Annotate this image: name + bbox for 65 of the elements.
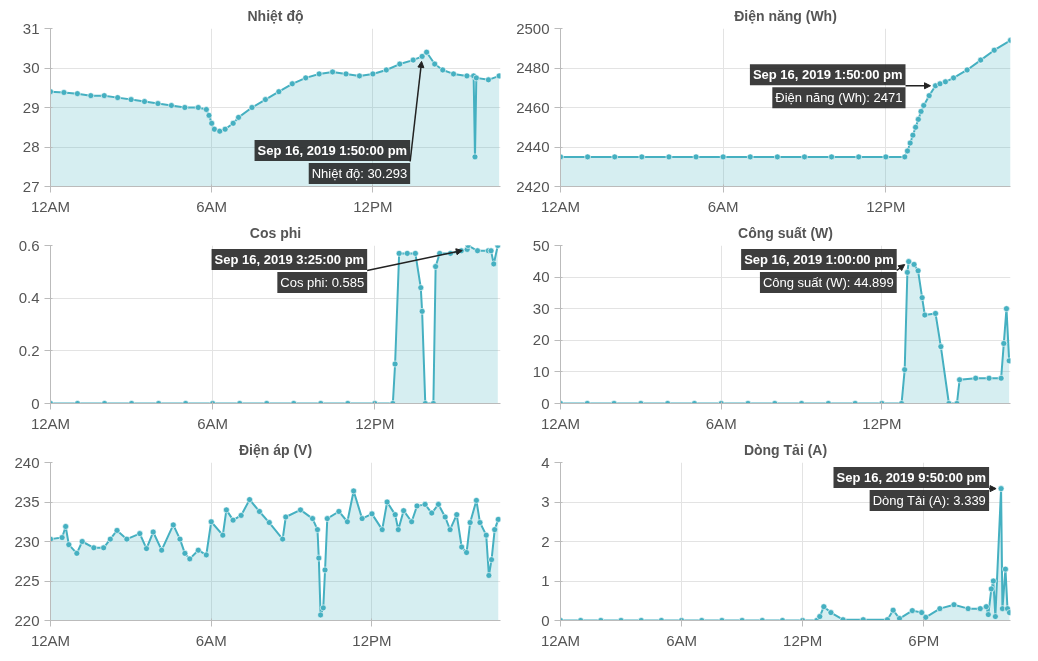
x-tick-label: 6AM <box>705 414 737 432</box>
y-tick-label: 4 <box>541 453 550 471</box>
y-tick-label: 2500 <box>516 19 550 37</box>
chart-title: Công suất (W) <box>738 224 833 241</box>
chart-title: Nhiệt độ <box>247 7 304 24</box>
y-tick-label: 2440 <box>516 138 550 155</box>
y-tick-label: 0 <box>541 394 550 412</box>
y-tick-label: 2 <box>541 532 550 550</box>
annotation: Sep 16, 2019 1:50:00 pm <box>257 143 408 158</box>
y-tick-label: 0 <box>541 611 550 629</box>
x-tick-label: 12AM <box>30 197 71 215</box>
y-tick-label: 20 <box>532 331 550 349</box>
annotation: Dòng Tải (A): 3.339 <box>872 493 986 509</box>
y-tick-label: 2460 <box>516 98 550 116</box>
y-tick-label: 0.2 <box>18 341 40 359</box>
annotation: Sep 16, 2019 1:00:00 pm <box>744 252 894 267</box>
x-tick-label: 12PM <box>866 197 906 215</box>
x-tick-label: 12PM <box>352 631 392 649</box>
x-tick-label: 12AM <box>540 197 581 215</box>
annotation: Điện năng (Wh): 2471 <box>775 90 903 106</box>
y-tick-label: 0.4 <box>18 289 40 307</box>
x-tick-label: 12PM <box>355 414 395 432</box>
y-tick-label: 1 <box>541 572 550 589</box>
y-tick-label: 230 <box>14 532 40 550</box>
y-tick-label: 40 <box>532 268 550 286</box>
y-tick-label: 240 <box>14 453 40 471</box>
x-tick-label: 12PM <box>353 197 393 215</box>
y-tick-label: 220 <box>14 611 40 629</box>
x-tick-label: 6AM <box>707 197 739 215</box>
y-tick-label: 225 <box>14 572 40 589</box>
annotation: Cos phi: 0.585 <box>280 275 365 290</box>
x-tick-label: 12AM <box>540 631 581 649</box>
y-tick-label: 31 <box>22 19 40 37</box>
x-tick-label: 6AM <box>195 631 227 649</box>
x-tick-label: 12AM <box>540 414 581 432</box>
y-tick-label: 0 <box>31 394 40 412</box>
y-tick-label: 28 <box>22 138 40 155</box>
y-tick-label: 30 <box>22 59 40 76</box>
x-tick-label: 6AM <box>197 414 229 432</box>
x-tick-label: 6AM <box>196 197 228 215</box>
y-tick-label: 2420 <box>516 177 550 195</box>
annotation: Sep 16, 2019 9:50:00 pm <box>836 470 987 486</box>
x-tick-label: 6AM <box>666 631 697 649</box>
y-tick-label: 2480 <box>516 59 550 76</box>
y-tick-label: 10 <box>532 362 550 380</box>
chart-title: Dòng Tải (A) <box>743 441 828 458</box>
y-tick-label: 30 <box>532 299 550 317</box>
annotation: Công suất (W): 44.899 <box>762 275 894 290</box>
x-tick-label: 12PM <box>862 414 902 432</box>
y-tick-label: 0.6 <box>18 236 40 254</box>
annotation: Sep 16, 2019 3:25:00 pm <box>214 252 365 267</box>
x-tick-label: 12AM <box>30 414 71 432</box>
annotation: Sep 16, 2019 1:50:00 pm <box>752 67 903 83</box>
chart-title: Điện áp (V) <box>238 441 313 458</box>
x-tick-label: 6PM <box>908 631 940 649</box>
annotation: Nhiệt độ: 30.293 <box>311 166 408 181</box>
chart-title: Cos phi <box>249 224 302 241</box>
x-tick-label: 12PM <box>783 631 823 649</box>
x-tick-label: 12AM <box>30 631 71 649</box>
y-tick-label: 50 <box>532 236 550 254</box>
y-tick-label: 235 <box>14 493 40 510</box>
y-tick-label: 3 <box>541 493 550 510</box>
chart-title: Điện năng (Wh) <box>734 7 837 24</box>
y-tick-label: 27 <box>22 177 40 195</box>
y-tick-label: 29 <box>22 98 40 116</box>
